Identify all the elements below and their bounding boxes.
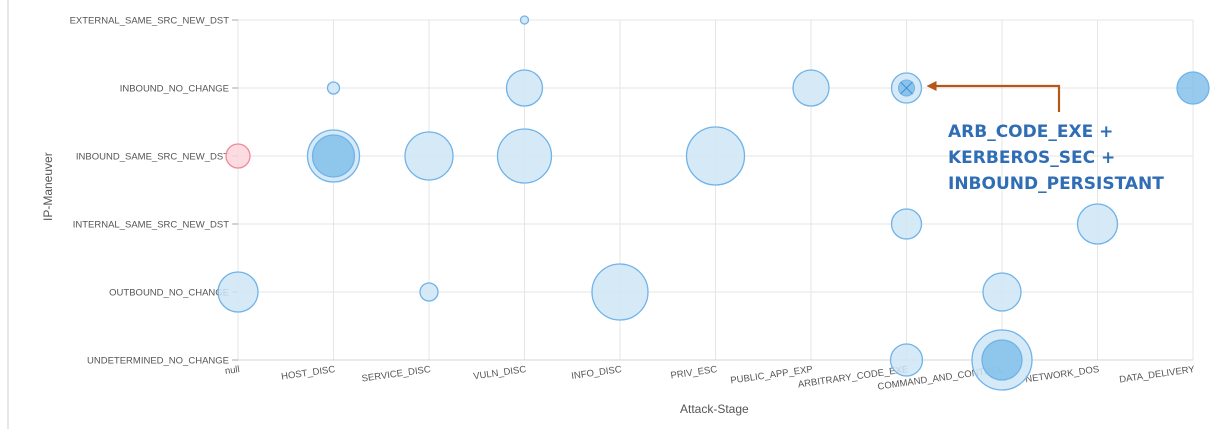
x-tick-label: NETWORK_DOS bbox=[1025, 364, 1100, 385]
bubble bbox=[519, 15, 530, 25]
y-tick-label: INBOUND_NO_CHANGE bbox=[120, 84, 229, 95]
bubble bbox=[1176, 71, 1210, 105]
y-tick-label: INBOUND_SAME_SRC_NEW_DST bbox=[76, 152, 229, 163]
annotation-arrow-head bbox=[926, 81, 937, 91]
bubble bbox=[981, 339, 1023, 381]
bubble bbox=[311, 134, 356, 178]
bubble bbox=[326, 81, 341, 95]
y-tick-label: EXTERNAL_SAME_SRC_NEW_DST bbox=[70, 16, 230, 27]
annotation-line-2: KERBEROS_SEC + bbox=[948, 148, 1116, 168]
x-tick-label: INFO_DISC bbox=[571, 364, 623, 382]
y-tick-label: UNDETERMINED_NO_CHANGE bbox=[87, 356, 229, 367]
bubble bbox=[890, 208, 923, 240]
bubble bbox=[404, 131, 454, 181]
x-tick-label: PRIV_ESC bbox=[670, 364, 718, 381]
annotation: ARB_CODE_EXE + KERBEROS_SEC + INBOUND_PE… bbox=[948, 119, 1164, 197]
bubble bbox=[225, 143, 251, 169]
bubble bbox=[419, 282, 439, 302]
y-tick-label: INTERNAL_SAME_SRC_NEW_DST bbox=[73, 220, 229, 231]
bubble bbox=[982, 272, 1022, 312]
x-tick-label: SERVICE_DISC bbox=[361, 364, 432, 385]
annotation-arrow-line bbox=[934, 84, 1061, 112]
y-axis-label-wrap: IP-Maneuver bbox=[41, 152, 55, 221]
annotation-line-1: ARB_CODE_EXE + bbox=[948, 122, 1114, 142]
x-axis-label: Attack-Stage bbox=[680, 402, 749, 416]
bubble bbox=[889, 343, 924, 377]
x-tick-label: VULN_DISC bbox=[473, 364, 527, 382]
bubble bbox=[505, 69, 544, 107]
bubble bbox=[217, 271, 259, 313]
x-tick-labels: null HOST_DISC SERVICE_DISC VULN_DISC INFO_D… bbox=[224, 364, 1196, 393]
bubble bbox=[591, 263, 649, 321]
bubbles bbox=[217, 15, 1210, 391]
bubble bbox=[496, 128, 553, 184]
x-tick-label: null bbox=[224, 364, 240, 377]
y-axis-label: IP-Maneuver bbox=[41, 152, 55, 221]
bubble-cross bbox=[900, 81, 913, 95]
x-tick-label: HOST_DISC bbox=[281, 364, 337, 382]
bubble bbox=[1076, 203, 1119, 245]
annotation-line-3: INBOUND_PERSISTANT bbox=[948, 174, 1164, 194]
y-tick-label: OUTBOUND_NO_CHANGE bbox=[109, 288, 229, 299]
y-tick-labels: EXTERNAL_SAME_SRC_NEW_DST INBOUND_NO_CHAN… bbox=[70, 16, 230, 367]
annotation-arrow bbox=[926, 81, 1061, 112]
bubble bbox=[792, 69, 830, 107]
x-tick-label: DATA_DELIVERY bbox=[1119, 364, 1196, 386]
bubble bbox=[685, 126, 746, 186]
